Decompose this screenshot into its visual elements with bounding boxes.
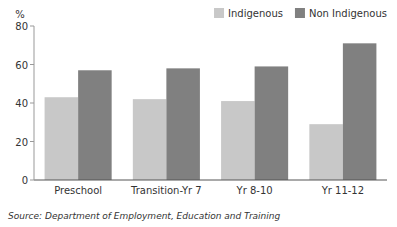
bar [309,124,343,180]
legend-item: Non Indigenous [295,8,387,19]
bar [133,99,167,180]
y-tick-label: 60 [15,60,28,71]
bar [45,97,79,180]
y-tick-label: 20 [15,137,28,148]
y-tick [30,141,34,142]
chart: 0 20 40 60 80% Preschool Transition-Yr 7 Yr 8-1… [0,0,397,227]
source-note: Source: Department of Employment, Educat… [8,211,281,221]
y-tick-label: 80 [15,21,28,32]
bar [166,68,200,180]
y-tick [30,103,34,104]
y-tick-label: 40 [15,98,28,109]
bar [221,101,255,180]
y-tick [30,26,34,27]
legend-label: Non Indigenous [309,8,387,19]
x-tick-label: Yr 8-10 [236,185,273,196]
x-axis-line [34,180,387,181]
bar [255,66,289,180]
x-tick-label: Yr 11-12 [321,185,364,196]
legend-swatch [214,8,224,18]
x-tick-label: Preschool [54,185,102,196]
x-tick-label: Transition-Yr 7 [130,185,202,196]
y-tick [30,180,34,181]
legend: Indigenous Non Indigenous [214,8,387,19]
y-tick [30,64,34,65]
bars [45,43,377,180]
y-axis-line [34,26,35,180]
bar [78,70,112,180]
legend-item: Indigenous [214,8,283,19]
bar [343,43,377,180]
legend-swatch [295,8,305,18]
legend-label: Indigenous [228,8,283,19]
y-tick-label: 0 [22,175,28,186]
y-axis-label: % [15,9,25,20]
